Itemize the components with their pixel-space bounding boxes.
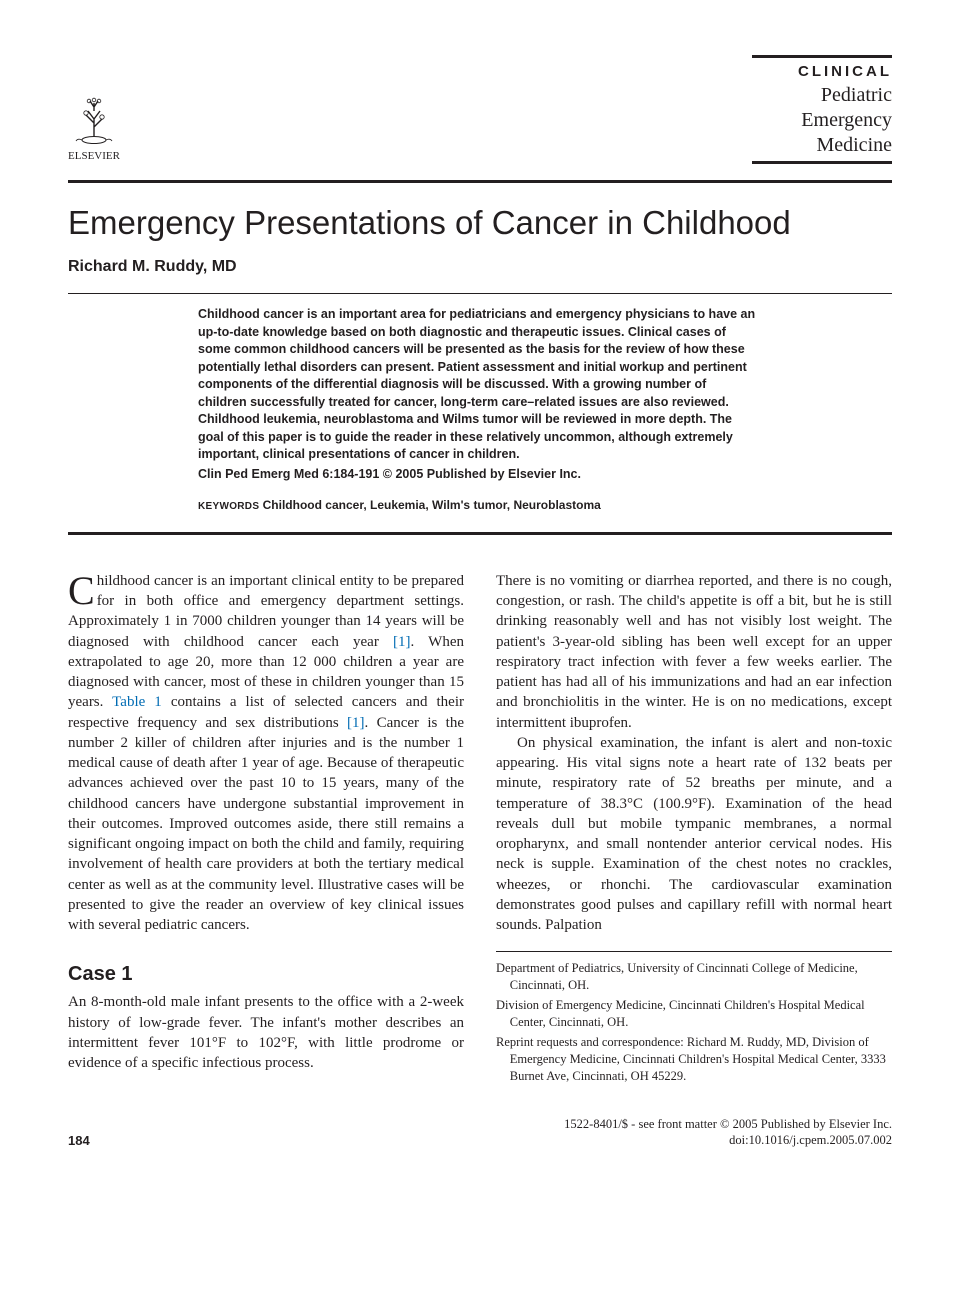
journal-masthead: CLINICAL Pediatric Emergency Medicine — [752, 55, 892, 164]
affiliation: Department of Pediatrics, University of … — [496, 960, 892, 994]
publisher-logo: ELSEVIER — [68, 91, 120, 164]
abstract-rule — [68, 532, 892, 535]
author-line: Richard M. Ruddy, MD — [68, 256, 892, 278]
citation-link[interactable]: [1] — [393, 634, 411, 650]
reprint-correspondence: Reprint requests and correspondence: Ric… — [496, 1034, 892, 1085]
journal-clinical-word: CLINICAL — [798, 62, 892, 82]
table-link[interactable]: Table 1 — [112, 694, 162, 710]
page-footer: 184 1522-8401/$ - see front matter © 200… — [68, 1116, 892, 1150]
intro-text: . Cancer is the number 2 killer of child… — [68, 715, 464, 934]
intro-paragraph: Childhood cancer is an important clinica… — [68, 571, 464, 936]
col2-paragraph: On physical examination, the infant is a… — [496, 733, 892, 936]
body-columns: Childhood cancer is an important clinica… — [68, 571, 892, 1088]
page-header: ELSEVIER CLINICAL Pediatric Emergency Me… — [68, 55, 892, 176]
journal-name-line: Emergency — [801, 109, 892, 132]
case1-heading: Case 1 — [68, 961, 464, 988]
affiliation-rule — [496, 951, 892, 952]
masthead-rule-top — [752, 55, 892, 58]
page-number: 184 — [68, 1132, 90, 1150]
masthead-rule-bottom — [752, 161, 892, 164]
journal-name-line: Medicine — [816, 134, 892, 157]
article-title: Emergency Presentations of Cancer in Chi… — [68, 201, 892, 246]
copyright-block: 1522-8401/$ - see front matter © 2005 Pu… — [564, 1116, 892, 1150]
abstract-block: Childhood cancer is an important area fo… — [198, 306, 758, 483]
abstract-text: Childhood cancer is an important area fo… — [198, 307, 755, 461]
keywords-text: Childhood cancer, Leukemia, Wilm's tumor… — [263, 498, 601, 512]
keywords-line: KEYWORDS Childhood cancer, Leukemia, Wil… — [198, 497, 758, 514]
journal-name-line: Pediatric — [821, 84, 892, 107]
title-rule — [68, 293, 892, 294]
citation-link[interactable]: [1] — [347, 715, 365, 731]
doi-line: doi:10.1016/j.cpem.2005.07.002 — [564, 1132, 892, 1149]
column-right: There is no vomiting or diarrhea reporte… — [496, 571, 892, 1088]
abstract-citation: Clin Ped Emerg Med 6:184-191 © 2005 Publ… — [198, 466, 758, 484]
copyright-line: 1522-8401/$ - see front matter © 2005 Pu… — [564, 1116, 892, 1133]
elsevier-tree-icon — [68, 91, 120, 149]
col2-paragraph: There is no vomiting or diarrhea reporte… — [496, 571, 892, 733]
keywords-label: KEYWORDS — [198, 501, 259, 512]
publisher-name: ELSEVIER — [68, 149, 120, 164]
column-left: Childhood cancer is an important clinica… — [68, 571, 464, 1088]
affiliation: Division of Emergency Medicine, Cincinna… — [496, 997, 892, 1031]
header-rule — [68, 180, 892, 183]
case1-paragraph: An 8-month-old male infant presents to t… — [68, 992, 464, 1073]
